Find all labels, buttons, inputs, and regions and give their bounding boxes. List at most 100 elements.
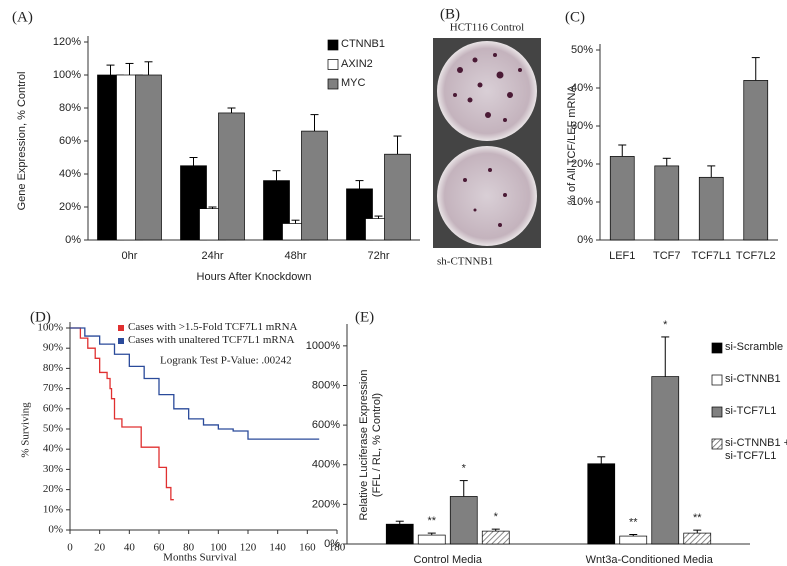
significance: *: [663, 319, 668, 331]
error-bar: [751, 57, 760, 81]
significance: **: [629, 516, 638, 528]
y-tick-label: 10%: [43, 503, 63, 515]
y-tick-label: 10%: [571, 196, 593, 208]
y-tick-label: 20%: [59, 201, 81, 213]
bar: [384, 153, 411, 241]
panel-label: (B): [440, 6, 460, 22]
x-tick-label: 80: [183, 542, 195, 554]
x-axis-label: Months Survival: [163, 552, 237, 564]
legend-item: si-CTNNB1 + si-TCF7L1: [725, 437, 787, 462]
y-axis-label: (FFL / RL, % Control): [371, 393, 383, 497]
panel-label: (C): [565, 9, 585, 25]
bar: [619, 535, 648, 545]
legend-swatch: [711, 342, 723, 354]
error-bar: [374, 215, 383, 219]
legend-swatch: [327, 39, 339, 51]
panel-label: (D): [30, 309, 51, 325]
y-tick-label: 30%: [43, 463, 63, 475]
y-tick-label: 90%: [43, 342, 63, 354]
y-tick-label: 800%: [312, 379, 340, 391]
error-bar: [106, 64, 115, 75]
x-tick-label: TCF7L1: [691, 250, 731, 262]
survival-curve: [70, 327, 174, 501]
x-tick-label: 140: [269, 542, 286, 554]
legend-item: MYC: [341, 77, 365, 89]
legend-swatch: [118, 338, 124, 344]
y-tick-label: 400%: [312, 459, 340, 471]
y-tick-label: 20%: [571, 158, 593, 170]
legend-label: si-TCF7L1: [725, 405, 777, 417]
error-bar: [661, 336, 670, 377]
bar: [135, 74, 162, 241]
bar: [449, 496, 478, 545]
y-tick-label: 30%: [571, 120, 593, 132]
bar: [301, 130, 328, 241]
error-bar: [355, 180, 364, 189]
x-tick-label: 100: [210, 542, 227, 554]
x-tick-label: 0hr: [122, 250, 138, 262]
y-axis-label: % Surviving: [20, 402, 32, 458]
legend-item: CTNNB1: [341, 38, 386, 50]
legend-item: Cases with >1.5-Fold TCF7L1 mRNA: [128, 321, 298, 333]
legend-label: AXIN2: [341, 57, 373, 70]
legend-swatch: [327, 59, 339, 70]
x-tick-label: 160: [299, 542, 316, 554]
y-axis-label: Gene Expression, % Control: [16, 72, 28, 211]
x-tick-label: LEF1: [609, 250, 635, 262]
y-tick-label: 40%: [43, 443, 63, 455]
error-bar: [629, 533, 638, 537]
y-tick-label: 0%: [65, 234, 81, 246]
error-bar: [618, 144, 627, 157]
y-tick-label: 80%: [43, 362, 63, 374]
error-bar: [707, 165, 716, 178]
panel-label: (E): [355, 309, 374, 325]
y-tick-label: 60%: [43, 402, 63, 414]
error-bar: [597, 456, 606, 464]
x-tick-label: TCF7: [653, 250, 681, 262]
x-tick-label: 48hr: [284, 250, 306, 262]
y-tick-label: 60%: [59, 135, 81, 147]
x-tick-label: 20: [94, 542, 106, 554]
legend-label: si-CTNNB1: [725, 373, 781, 385]
error-bar: [395, 520, 404, 525]
legend-label: si-CTNNB1 + si-TCF7L1: [725, 437, 787, 462]
significance: **: [427, 515, 436, 527]
caption: HCT116 Control: [450, 22, 524, 34]
error-bar: [491, 528, 500, 532]
colonies: [463, 168, 507, 227]
dish: [437, 146, 537, 246]
error-bar: [208, 206, 217, 209]
legend-label: Cases with unaltered TCF7L1 mRNA: [128, 334, 295, 346]
x-tick-label: 60: [154, 542, 166, 554]
y-tick-label: 100%: [37, 322, 63, 334]
bar: [651, 376, 680, 545]
y-tick-label: 1000%: [306, 340, 340, 352]
panel-label: (A): [12, 9, 33, 25]
error-bar: [144, 61, 153, 75]
annotation: Logrank Test P-Value: .00242: [160, 355, 292, 367]
x-tick-label: 180: [329, 542, 346, 554]
x-tick-label: 120: [240, 542, 257, 554]
bar: [698, 176, 724, 241]
x-tick-label: 40: [124, 542, 136, 554]
legend-item: si-TCF7L1: [725, 405, 777, 417]
x-axis-label: Hours After Knockdown: [197, 271, 312, 283]
significance: **: [693, 512, 702, 524]
legend-item: AXIN2: [341, 57, 373, 70]
y-tick-label: 50%: [43, 423, 63, 435]
legend-swatch: [327, 78, 339, 90]
legend-item: Cases with unaltered TCF7L1 mRNA: [128, 334, 295, 346]
x-tick-label: 72hr: [367, 250, 389, 262]
significance: *: [494, 511, 499, 523]
error-bar: [693, 529, 702, 534]
error-bar: [189, 157, 198, 166]
bar: [609, 156, 635, 241]
x-tick-label: 24hr: [201, 250, 223, 262]
x-tick-label: 0: [67, 542, 73, 554]
y-tick-label: 20%: [43, 483, 63, 495]
error-bar: [459, 480, 468, 497]
legend-label: CTNNB1: [341, 38, 386, 50]
legend-swatch: [118, 325, 124, 331]
y-tick-label: 70%: [43, 382, 63, 394]
y-tick-label: 40%: [571, 82, 593, 94]
